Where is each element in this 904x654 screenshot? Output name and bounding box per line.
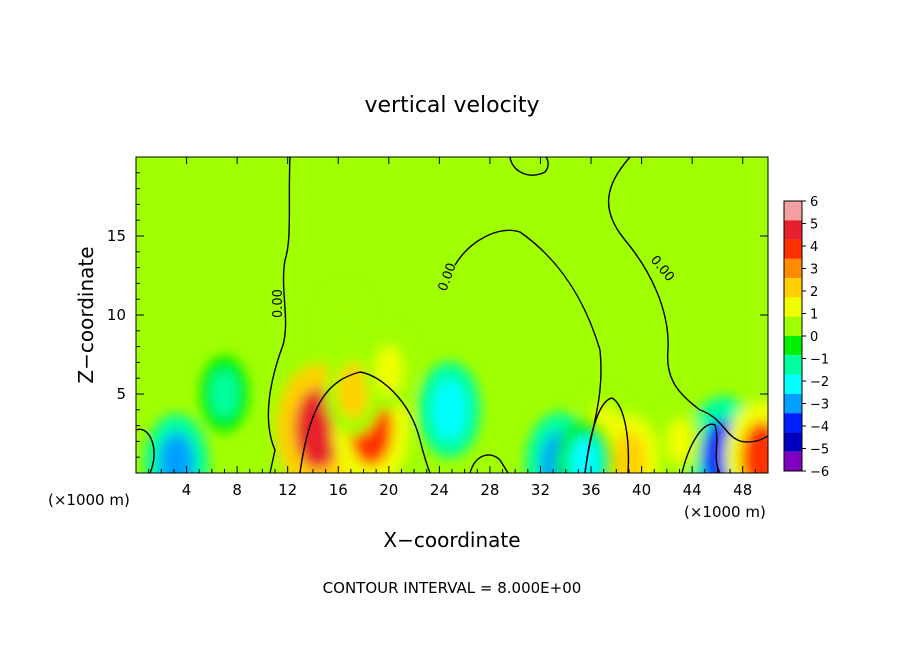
colorbar: 6 5 4 3 2 1 0 −1 −2 −3 −4 −5 −6: [783, 195, 829, 480]
y-tick-label: 10: [107, 306, 126, 324]
contour-lines: [136, 157, 768, 473]
colorbar-label: −2: [810, 375, 829, 390]
colorbar-swatch: [784, 239, 802, 259]
y-tick-label: 5: [116, 385, 126, 403]
contour-line: [681, 423, 721, 473]
velocity-feature: [374, 345, 403, 396]
colorbar-label: −6: [810, 465, 829, 480]
x-tick-label: 16: [329, 481, 348, 499]
colorbar-swatch: [784, 297, 802, 317]
contour-line: [509, 157, 549, 176]
x-tick-label: 32: [531, 481, 550, 499]
x-axis-label: X−coordinate: [383, 528, 520, 552]
velocity-feature: [432, 379, 467, 440]
colorbar-swatch: [784, 393, 802, 414]
colorbar-swatch: [784, 201, 802, 221]
colorbar-swatch: [784, 355, 802, 375]
contour-line: [299, 371, 431, 473]
y-tick-label: 15: [107, 227, 126, 245]
colorbar-label: −5: [810, 443, 829, 458]
colorbar-swatch: [784, 374, 802, 394]
x-tick-label: 48: [733, 481, 752, 499]
x-tick-label: 40: [632, 481, 651, 499]
velocity-feature: [568, 435, 601, 473]
colorbar-swatch: [784, 432, 802, 452]
contour-line: [267, 157, 291, 473]
colorbar-label: −4: [810, 420, 829, 435]
x-tick-label: 24: [430, 481, 449, 499]
colorbar-label: 6: [810, 195, 818, 210]
x-tick-label: 44: [683, 481, 702, 499]
colorbar-swatch: [784, 336, 802, 356]
velocity-feature: [741, 421, 768, 473]
x-unit-right: (×1000 m): [684, 503, 766, 521]
x-axis: 4 8 12 16 20 24 28 32 36 40 44 48: [148, 157, 756, 499]
x-unit-left: (×1000 m): [48, 491, 130, 509]
colorbar-label: 1: [810, 308, 818, 323]
colorbar-label: 3: [810, 263, 818, 278]
contour-line: [584, 397, 630, 473]
plot-area: 0.00 0.00 0.00: [136, 157, 768, 473]
x-tick-label: 28: [480, 481, 499, 499]
contour-label: 0.00: [271, 289, 286, 318]
colorbar-swatch: [784, 451, 802, 471]
contour-line: [607, 157, 768, 443]
velocity-feature: [332, 300, 357, 345]
colorbar-label: −1: [810, 353, 829, 368]
contour-line: [469, 454, 509, 473]
colorbar-swatch: [784, 278, 802, 298]
x-tick-label: 4: [182, 481, 192, 499]
velocity-feature: [210, 370, 239, 418]
colorbar-label: 4: [810, 240, 818, 255]
x-tick-label: 20: [379, 481, 398, 499]
velocity-feature: [158, 432, 195, 473]
y-axis: 5 10 15: [107, 172, 768, 458]
colorbar-swatch: [784, 220, 802, 240]
x-tick-label: 8: [232, 481, 242, 499]
contour-line: [136, 428, 155, 473]
contour-interval-footer: CONTOUR INTERVAL = 8.000E+00: [323, 579, 582, 597]
x-tick-label: 36: [581, 481, 600, 499]
colorbar-label: 5: [810, 218, 818, 233]
chart-title: vertical velocity: [364, 93, 539, 118]
y-axis-label: Z−coordinate: [74, 246, 98, 383]
colorbar-swatch: [784, 258, 802, 279]
colorbar-swatch: [784, 316, 802, 336]
contour-line: [454, 229, 602, 473]
colorbar-label: 2: [810, 285, 818, 300]
colorbar-swatch: [784, 413, 802, 433]
velocity-feature: [666, 418, 693, 465]
x-tick-label: 12: [278, 481, 297, 499]
colorbar-label: −3: [810, 398, 829, 413]
colorbar-label: 0: [810, 330, 818, 345]
